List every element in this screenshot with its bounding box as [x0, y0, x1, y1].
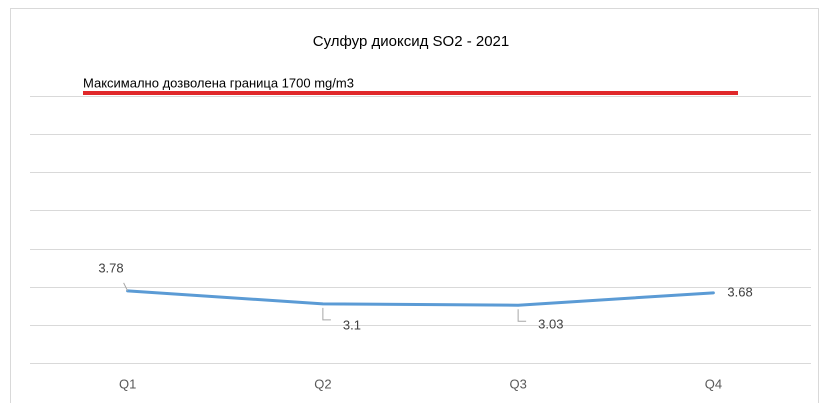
series-line [126, 289, 715, 307]
leader-line [517, 309, 527, 322]
leader-line [322, 307, 331, 321]
x-tick-label: Q4 [705, 376, 722, 391]
data-label: 3.1 [343, 317, 361, 332]
chart-border [10, 8, 819, 408]
leader-line [123, 282, 129, 292]
chart-title: Сулфур диоксид SO2 - 2021 [313, 33, 510, 50]
data-label: 3.03 [538, 317, 563, 332]
data-label: 3.78 [98, 260, 123, 275]
data-label: 3.68 [727, 284, 752, 299]
x-tick-label: Q3 [509, 376, 526, 391]
x-tick-label: Q1 [119, 376, 136, 391]
threshold-label: Максимално дозволена граница 1700 mg/m3 [83, 75, 354, 90]
x-tick-label: Q2 [314, 376, 331, 391]
